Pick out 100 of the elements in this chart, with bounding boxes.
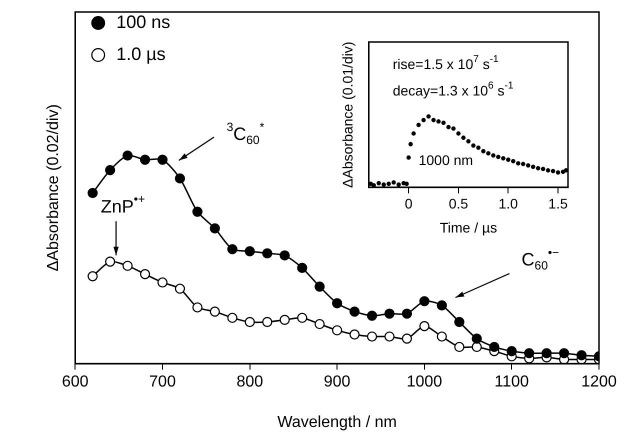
point [524,348,534,358]
point [210,223,220,234]
point [105,256,116,267]
point [384,331,395,342]
annotation: ZnP•+ [100,192,145,216]
point [280,250,290,261]
x-axis-title: Wavelength / nm [277,414,397,431]
annotation: 1000 nm [418,152,474,168]
point [530,164,536,170]
point [419,296,430,306]
x-tick-label: 800 [236,374,264,391]
legend-label: 1.0 µs [116,44,166,64]
x-axis-title: Time / µs [440,219,498,236]
point [262,248,272,258]
point [408,142,413,146]
point [244,316,255,328]
point [174,284,186,294]
point [540,166,546,172]
point [122,150,133,161]
point [297,262,308,273]
point [476,145,481,150]
point [416,122,421,128]
point [451,126,456,131]
point [227,312,238,323]
point [472,334,482,344]
point [386,182,391,186]
point [489,342,500,352]
point [402,308,412,319]
point [382,182,386,187]
point [88,271,98,282]
point [314,318,325,330]
point [501,156,506,161]
x-tick-label: 900 [324,374,351,391]
point [105,165,116,176]
point [471,143,476,148]
point [396,182,401,187]
point [466,139,471,144]
point [174,173,186,184]
point [516,161,520,166]
x-tick-label: 0 [404,196,413,212]
point [157,154,168,165]
point [349,329,360,340]
point [210,306,220,317]
point [404,182,409,186]
point [446,124,451,130]
point [244,246,255,256]
point [421,118,426,122]
point [511,158,516,164]
point [542,348,552,358]
point [262,316,272,328]
point [411,131,416,136]
point [472,342,482,352]
point [496,154,500,160]
point [297,312,308,323]
point [461,136,466,140]
point [441,120,446,126]
point [280,314,290,326]
point [157,277,168,288]
point [122,260,133,271]
x-tick-label: 1.5 [548,196,568,212]
x-tick-label: 600 [62,374,89,391]
point [366,331,378,342]
point [140,269,150,280]
point [564,168,568,173]
point [550,168,556,174]
point [402,334,412,344]
point [454,342,464,352]
x-tick-label: 700 [149,374,176,391]
point [406,155,411,160]
point [431,118,436,122]
y-axis-title: ΔAbsorbance (0.02/div) [45,104,62,272]
point [192,206,203,217]
point [392,180,396,185]
point [454,316,464,328]
point [491,153,496,158]
point [436,119,441,124]
x-tick-label: 1200 [581,374,617,391]
point [436,300,447,310]
x-tick-label: 1000 [406,374,442,391]
point [140,154,150,165]
point [426,114,431,119]
point [384,308,395,319]
point [419,321,430,332]
point [349,306,360,317]
x-tick-label: 1100 [494,374,530,391]
point [314,282,325,292]
point [456,131,461,136]
x-tick-label: 0.5 [448,196,468,212]
point [558,348,570,358]
point [526,163,530,168]
point [436,331,447,342]
y-axis-title: ΔAbsorbance (0.01/div) [339,42,356,188]
point [88,188,98,198]
x-tick-label: 1.0 [498,196,518,212]
point [486,151,491,156]
point [366,310,378,321]
point [560,170,566,174]
point [576,350,587,360]
point [506,158,510,162]
point [556,170,560,175]
